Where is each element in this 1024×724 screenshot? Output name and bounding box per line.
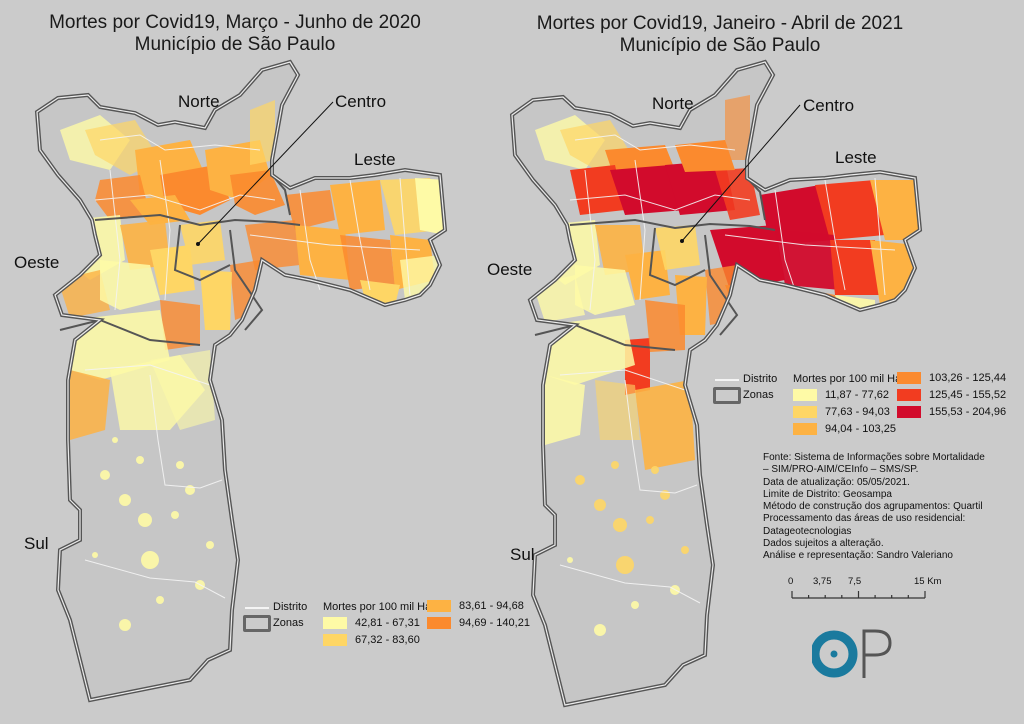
legend-header: Mortes por 100 mil Hab.	[793, 373, 911, 385]
logo-p-letter-icon	[862, 629, 892, 678]
legend-range-2: 77,63 - 94,03	[825, 406, 890, 418]
logo-o-dot-icon	[830, 650, 838, 658]
centro-leader-line	[681, 104, 801, 242]
legend-zonas-label: Zonas	[743, 389, 774, 401]
distrito-line-symbol	[245, 607, 269, 609]
legend-distrito-label: Distrito	[273, 601, 308, 613]
legend-swatch-2	[793, 406, 817, 418]
left-label-leste: Leste	[354, 150, 396, 169]
note-line: Método de construção dos agrupamentos: Q…	[763, 501, 983, 513]
note-line: Dados sujeitos a alteração.	[763, 538, 884, 550]
legend-swatch-1	[793, 389, 817, 401]
right-map-title-line1: Mortes por Covid19, Janeiro - Abril de 2…	[536, 13, 904, 34]
scale-tick-1: 3,75	[813, 576, 832, 587]
note-line: Limite de Distrito: Geosampa	[763, 488, 892, 500]
legend-header: Mortes por 100 mil Hab.	[323, 601, 441, 613]
left-label-sul: Sul	[24, 534, 49, 553]
right-label-oeste: Oeste	[487, 260, 533, 279]
legend-swatch-6	[897, 406, 921, 418]
centro-leader-line	[197, 101, 334, 245]
right-map	[509, 59, 923, 708]
right-map-title: Mortes por Covid19, Janeiro - Abril de 2…	[515, 13, 925, 57]
legend-zonas-label: Zonas	[273, 617, 304, 629]
left-label-norte: Norte	[178, 92, 220, 111]
legend-swatch-4	[897, 372, 921, 384]
legend-swatch-3	[427, 600, 451, 612]
scale-tick-0: 0	[788, 576, 794, 587]
legend-range-2: 67,32 - 83,60	[355, 634, 420, 646]
legend-swatch-1	[323, 617, 347, 629]
note-line: Análise e representação: Sandro Valerian…	[763, 550, 953, 562]
legend-swatch-5	[897, 389, 921, 401]
legend-range-1: 11,87 - 77,62	[825, 389, 890, 401]
right-map-title-line2: Município de São Paulo	[619, 35, 821, 56]
logo-o-ring-icon	[812, 630, 858, 678]
left-label-centro: Centro	[335, 92, 387, 111]
right-label-sul: Sul	[510, 545, 535, 564]
right-label-centro: Centro	[803, 96, 855, 115]
note-line: Data de atualização: 05/05/2021.	[763, 476, 910, 488]
left-label-oeste: Oeste	[14, 253, 60, 272]
note-line: Datageotecnologias	[763, 525, 852, 537]
legend-swatch-3	[793, 423, 817, 435]
distrito-line-symbol	[715, 379, 739, 381]
scale-tick-3: 15 Km	[914, 576, 942, 587]
note-line: – SIM/PRO-AIM/CEInfo – SMS/SP.	[763, 464, 919, 476]
legend-range-4: 94,69 - 140,21	[459, 617, 530, 629]
legend-range-3: 83,61 - 94,68	[459, 600, 524, 612]
legend-distrito-label: Distrito	[743, 373, 778, 385]
note-line: Fonte: Sistema de Informações sobre Mort…	[763, 452, 985, 463]
legend-swatch-4	[427, 617, 451, 629]
legend-range-1: 42,81 - 67,31	[355, 617, 420, 629]
scale-bar: 0 3,75 7,5 15 Km	[788, 576, 950, 606]
legend-range-3: 94,04 - 103,25	[825, 423, 896, 435]
right-label-leste: Leste	[835, 148, 877, 167]
legend-range-6: 155,53 - 204,96	[929, 406, 1007, 418]
centro-point-marker	[680, 239, 684, 243]
scale-tick-2: 7,5	[848, 576, 862, 587]
legend-range-4: 103,26 - 125,44	[929, 372, 1007, 384]
left-map-title-line2: Município de São Paulo	[134, 34, 336, 55]
centro-point-marker	[196, 242, 200, 246]
left-map	[34, 59, 448, 703]
legend-swatch-2	[323, 634, 347, 646]
source-notes: Fonte: Sistema de Informações sobre Mort…	[763, 452, 985, 563]
note-line: Processamento das áreas de uso residenci…	[763, 513, 966, 525]
right-label-norte: Norte	[652, 94, 694, 113]
left-map-title-line1: Mortes por Covid19, Março - Junho de 202…	[49, 12, 421, 33]
left-legend: Distrito Zonas Mortes por 100 mil Hab. 4…	[243, 600, 530, 660]
legend-range-5: 125,45 - 155,52	[929, 389, 1007, 401]
left-map-title: Mortes por Covid19, Março - Junho de 202…	[40, 12, 430, 56]
right-legend: Distrito Zonas Mortes por 100 mil Hab. 1…	[713, 372, 1013, 442]
op-logo	[812, 629, 892, 678]
zonas-box-symbol	[243, 615, 271, 632]
zonas-box-symbol	[713, 387, 741, 404]
scale-bar-ruler	[791, 591, 926, 599]
